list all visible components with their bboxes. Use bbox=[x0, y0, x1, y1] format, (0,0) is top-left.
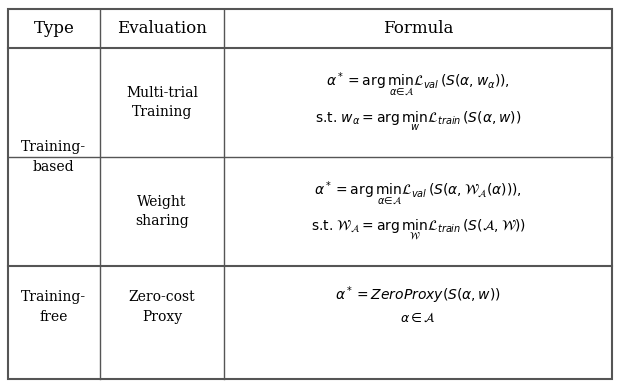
Text: Multi-trial
Training: Multi-trial Training bbox=[126, 86, 198, 119]
Text: Zero-cost
Proxy: Zero-cost Proxy bbox=[128, 290, 195, 324]
Text: Evaluation: Evaluation bbox=[117, 20, 207, 37]
Text: Weight
sharing: Weight sharing bbox=[135, 195, 188, 228]
Text: Training-
based: Training- based bbox=[21, 140, 86, 174]
Text: Formula: Formula bbox=[383, 20, 453, 37]
Text: $\alpha^* = \arg\min_{\alpha \in \mathcal{A}} \mathcal{L}_{val}(S(\alpha, w_\alp: $\alpha^* = \arg\min_{\alpha \in \mathca… bbox=[326, 70, 510, 98]
Text: $\alpha \in \mathcal{A}$: $\alpha \in \mathcal{A}$ bbox=[400, 312, 436, 325]
Text: $\text{s.t. } \mathcal{W}_\mathcal{A} = \arg\min_{\mathcal{W}} \mathcal{L}_{trai: $\text{s.t. } \mathcal{W}_\mathcal{A} = … bbox=[311, 218, 526, 242]
Text: $\alpha^* = \arg\min_{\alpha \in \mathcal{A}} \mathcal{L}_{val}(S(\alpha, \mathc: $\alpha^* = \arg\min_{\alpha \in \mathca… bbox=[314, 179, 522, 207]
Text: $\text{s.t. } w_\alpha = \arg\min_{w} \mathcal{L}_{train}(S(\alpha, w))$: $\text{s.t. } w_\alpha = \arg\min_{w} \m… bbox=[315, 109, 521, 133]
Text: Type: Type bbox=[33, 20, 74, 37]
Text: Training-
free: Training- free bbox=[21, 290, 86, 324]
Text: $\alpha^* = ZeroProxy(S(\alpha, w))$: $\alpha^* = ZeroProxy(S(\alpha, w))$ bbox=[335, 284, 501, 306]
